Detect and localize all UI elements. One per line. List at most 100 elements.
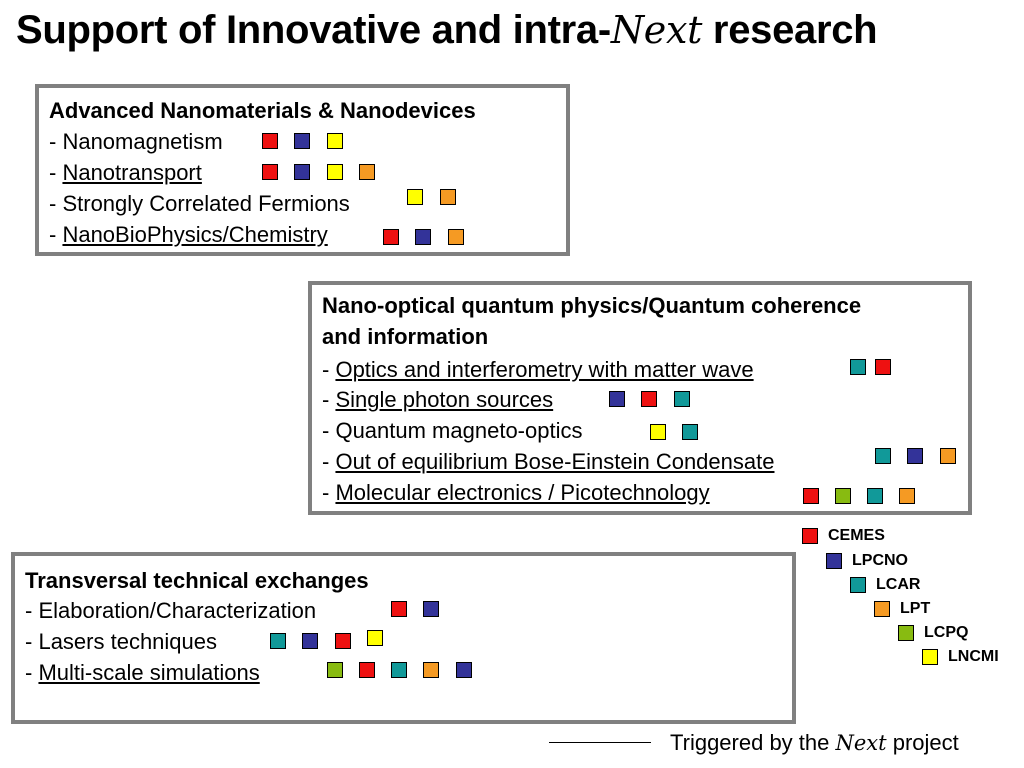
lab-marker-cemes bbox=[391, 601, 407, 617]
item-link[interactable]: Multi-scale simulations bbox=[38, 660, 260, 685]
legend-swatch-lpt bbox=[874, 601, 890, 617]
item-bullet: - bbox=[49, 191, 63, 216]
list-item: - Elaboration/Characterization bbox=[25, 598, 316, 624]
panel-title-line-1: Nano-optical quantum physics/Quantum coh… bbox=[322, 293, 862, 318]
lab-marker-lpcno bbox=[456, 662, 472, 678]
lab-marker-cemes bbox=[803, 488, 819, 504]
list-item: - Nanomagnetism bbox=[49, 129, 223, 155]
item-bullet: - bbox=[322, 480, 336, 505]
lab-marker-lcar bbox=[682, 424, 698, 440]
list-item: - Nanotransport bbox=[49, 160, 202, 186]
item-bullet: - bbox=[49, 222, 63, 247]
lab-marker-lncmi bbox=[650, 424, 666, 440]
list-item: - Molecular electronics / Picotechnology bbox=[322, 480, 710, 506]
legend-swatch-lcar bbox=[850, 577, 866, 593]
lab-marker-lpcno bbox=[907, 448, 923, 464]
title-prefix: Support of Innovative and intra- bbox=[16, 8, 611, 52]
lab-marker-lcar bbox=[850, 359, 866, 375]
item-text: Strongly Correlated Fermions bbox=[62, 191, 350, 216]
lab-marker-lcar bbox=[270, 633, 286, 649]
legend-label-lpt: LPT bbox=[900, 600, 931, 617]
item-link[interactable]: Molecular electronics / Picotechnology bbox=[335, 480, 710, 505]
item-bullet: - bbox=[25, 660, 39, 685]
lab-marker-lpcno bbox=[415, 229, 431, 245]
lab-marker-lcpq bbox=[835, 488, 851, 504]
lab-marker-cemes bbox=[641, 391, 657, 407]
list-item: - NanoBioPhysics/Chemistry bbox=[49, 222, 328, 248]
legend-label-lcar: LCAR bbox=[876, 576, 921, 593]
lab-marker-lpcno bbox=[294, 133, 310, 149]
list-item: - Single photon sources bbox=[322, 387, 553, 413]
legend-label-lcpq: LCPQ bbox=[924, 624, 969, 641]
legend-swatch-lpcno bbox=[826, 553, 842, 569]
item-bullet: - bbox=[322, 357, 336, 382]
lab-marker-cemes bbox=[262, 164, 278, 180]
lab-marker-lpt bbox=[423, 662, 439, 678]
lab-marker-lncmi bbox=[367, 630, 383, 646]
lab-marker-lpcno bbox=[294, 164, 310, 180]
lab-marker-lpcno bbox=[423, 601, 439, 617]
footer-next-emphasis: Next bbox=[835, 731, 887, 755]
list-item: - Multi-scale simulations bbox=[25, 660, 260, 686]
footer-prefix: Triggered by the bbox=[670, 730, 836, 755]
lab-marker-cemes bbox=[875, 359, 891, 375]
lab-marker-lncmi bbox=[327, 133, 343, 149]
title-suffix: research bbox=[702, 8, 878, 52]
footer-divider bbox=[549, 742, 651, 743]
lab-marker-lpt bbox=[440, 189, 456, 205]
footer-note: Triggered by the Next project bbox=[670, 730, 959, 756]
item-bullet: - bbox=[322, 449, 336, 474]
list-item: - Strongly Correlated Fermions bbox=[49, 191, 350, 217]
lab-marker-lcar bbox=[875, 448, 891, 464]
lab-marker-lpt bbox=[359, 164, 375, 180]
legend-label-lpcno: LPCNO bbox=[852, 552, 908, 569]
lab-marker-lpt bbox=[899, 488, 915, 504]
lab-marker-lpcno bbox=[302, 633, 318, 649]
panel-transversal: Transversal technical exchanges - Elabor… bbox=[11, 552, 796, 724]
panel-title-line-2: and information bbox=[322, 324, 489, 349]
panel-nano-optical: Nano-optical quantum physics/Quantum coh… bbox=[308, 281, 972, 515]
lab-marker-lpt bbox=[448, 229, 464, 245]
lab-marker-lcar bbox=[674, 391, 690, 407]
list-item: - Quantum magneto-optics bbox=[322, 418, 582, 444]
page-title: Support of Innovative and intra-Next res… bbox=[16, 8, 878, 53]
item-bullet: - bbox=[322, 418, 336, 443]
lab-marker-lpcno bbox=[609, 391, 625, 407]
lab-marker-lcar bbox=[391, 662, 407, 678]
lab-marker-cemes bbox=[383, 229, 399, 245]
panel-title: Transversal technical exchanges bbox=[25, 568, 369, 593]
panel-title: Advanced Nanomaterials & Nanodevices bbox=[49, 98, 476, 123]
legend-swatch-cemes bbox=[802, 528, 818, 544]
item-bullet: - bbox=[49, 129, 63, 154]
list-item: - Lasers techniques bbox=[25, 629, 217, 655]
list-item: - Optics and interferometry with matter … bbox=[322, 357, 754, 383]
lab-marker-lncmi bbox=[407, 189, 423, 205]
item-bullet: - bbox=[49, 160, 63, 185]
panel-nanomaterials: Advanced Nanomaterials & Nanodevices - N… bbox=[35, 84, 570, 256]
item-link[interactable]: Out of equilibrium Bose-Einstein Condens… bbox=[335, 449, 775, 474]
item-text: Nanomagnetism bbox=[62, 129, 223, 154]
legend-label-cemes: CEMES bbox=[828, 527, 885, 544]
item-text: Quantum magneto-optics bbox=[335, 418, 583, 443]
lab-marker-lpt bbox=[940, 448, 956, 464]
item-text: Lasers techniques bbox=[38, 629, 218, 654]
legend-swatch-lncmi bbox=[922, 649, 938, 665]
lab-marker-cemes bbox=[262, 133, 278, 149]
lab-marker-lcpq bbox=[327, 662, 343, 678]
legend-swatch-lcpq bbox=[898, 625, 914, 641]
item-link[interactable]: NanoBioPhysics/Chemistry bbox=[62, 222, 328, 247]
item-link[interactable]: Nanotransport bbox=[62, 160, 202, 185]
list-item: - Out of equilibrium Bose-Einstein Conde… bbox=[322, 449, 774, 475]
item-bullet: - bbox=[322, 387, 336, 412]
item-link[interactable]: Single photon sources bbox=[335, 387, 554, 412]
footer-suffix: project bbox=[886, 730, 959, 755]
lab-marker-cemes bbox=[359, 662, 375, 678]
lab-marker-cemes bbox=[335, 633, 351, 649]
item-bullet: - bbox=[25, 629, 39, 654]
legend-label-lncmi: LNCMI bbox=[948, 648, 999, 665]
title-next-emphasis: Next bbox=[610, 8, 703, 52]
item-text: Elaboration/Characterization bbox=[38, 598, 317, 623]
lab-marker-lncmi bbox=[327, 164, 343, 180]
lab-marker-lcar bbox=[867, 488, 883, 504]
item-link[interactable]: Optics and interferometry with matter wa… bbox=[335, 357, 754, 382]
